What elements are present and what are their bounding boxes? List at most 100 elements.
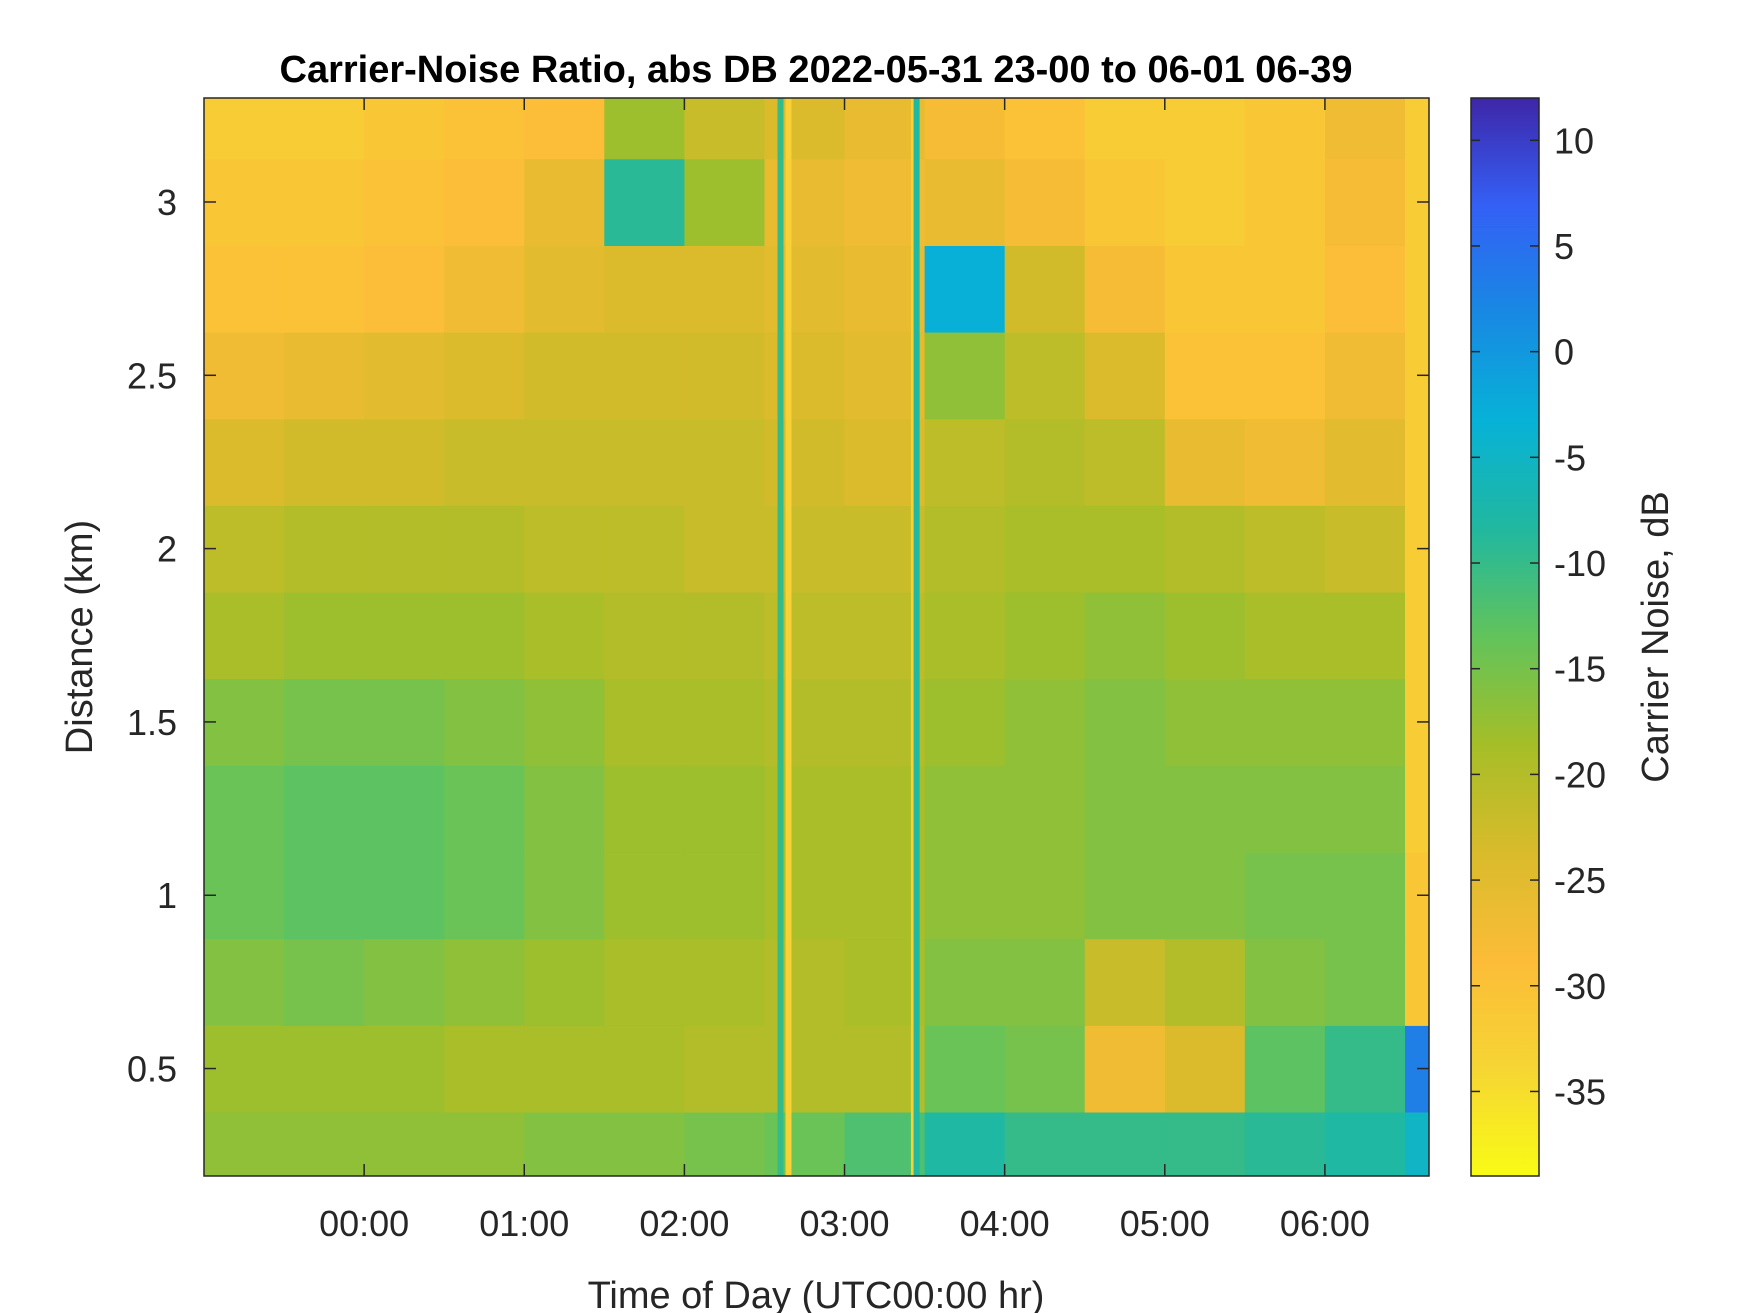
heatmap-cell <box>1084 765 1166 853</box>
heatmap-cell <box>524 158 605 246</box>
heatmap-cell <box>924 245 1006 333</box>
heatmap-cell <box>1084 332 1166 420</box>
heatmap-cell <box>1004 505 1086 593</box>
heatmap-cell <box>684 765 766 853</box>
heatmap-cell <box>764 332 846 420</box>
heatmap-cell <box>1164 1025 1246 1113</box>
heatmap-cell <box>1324 851 1406 940</box>
heatmap-cell <box>524 332 605 420</box>
heatmap-cell <box>684 678 766 766</box>
colorbar-tick-label: -35 <box>1554 1071 1606 1112</box>
heatmap-cell <box>284 245 365 333</box>
heatmap-cell <box>524 938 605 1026</box>
heatmap-cell <box>604 332 685 420</box>
heatmap-cell <box>364 938 445 1026</box>
heatmap-cell <box>684 332 766 420</box>
vertical-stripe <box>785 98 792 1176</box>
heatmap-cell <box>924 332 1006 420</box>
heatmap-cell <box>1004 98 1086 160</box>
x-tick-label: 03:00 <box>799 1203 889 1244</box>
heatmap-cell <box>524 418 605 506</box>
heatmap-cell <box>1004 418 1086 506</box>
heatmap-cell <box>364 418 445 506</box>
heatmap-cell <box>1324 1025 1406 1113</box>
y-tick-label: 3 <box>157 182 177 223</box>
colorbar-tick-label: 0 <box>1554 332 1574 373</box>
colorbar-axis: 10 5 0 -5 -10 -15 -20 -25 -30 -35 <box>1471 120 1606 1112</box>
heatmap-cell <box>1004 1111 1086 1176</box>
heatmap-cell <box>604 505 685 593</box>
heatmap-cell <box>1324 678 1406 766</box>
heatmap-cell <box>364 158 445 246</box>
heatmap-cell <box>1164 851 1246 940</box>
heatmap-cell <box>1324 245 1406 333</box>
heatmap-cell <box>204 418 285 506</box>
heatmap-image <box>204 98 1429 1176</box>
heatmap-cell <box>524 1025 605 1113</box>
y-tick-label: 2 <box>157 529 177 570</box>
heatmap-cell <box>364 1025 445 1113</box>
heatmap-cell <box>684 938 766 1026</box>
heatmap-cell <box>524 678 605 766</box>
heatmap-cell <box>764 591 846 680</box>
y-tick-label: 0.5 <box>127 1049 177 1090</box>
heatmap-cell <box>684 245 766 333</box>
heatmap-cell <box>524 1111 605 1176</box>
heatmap-cell <box>1244 98 1326 160</box>
heatmap-cell <box>284 505 365 593</box>
heatmap-cell <box>1004 332 1086 420</box>
heatmap-cell <box>1405 765 1429 853</box>
heatmap-cell <box>524 505 605 593</box>
heatmap-cell <box>1244 1025 1326 1113</box>
heatmap-cell <box>764 418 846 506</box>
heatmap-cell <box>764 765 846 853</box>
heatmap-cell <box>684 418 766 506</box>
heatmap-cell <box>764 245 846 333</box>
heatmap-cell <box>1084 1025 1166 1113</box>
heatmap-cell <box>1084 505 1166 593</box>
heatmap-cell <box>1084 245 1166 333</box>
heatmap-cell <box>444 678 525 766</box>
vertical-stripes <box>777 98 920 1176</box>
heatmap-cell <box>284 765 365 853</box>
heatmap-cell <box>604 1111 685 1176</box>
heatmap-cell <box>924 851 1006 940</box>
heatmap-cell <box>1164 158 1246 246</box>
y-axis-label: Distance (km) <box>59 520 101 754</box>
heatmap-cell <box>604 678 685 766</box>
heatmap-cell <box>1164 938 1246 1026</box>
heatmap-cell <box>284 678 365 766</box>
heatmap-cell <box>444 98 525 160</box>
heatmap-cell <box>604 938 685 1026</box>
x-tick-label: 00:00 <box>319 1203 409 1244</box>
colorbar-tick-label: 10 <box>1554 120 1594 161</box>
colorbar-tick-label: -20 <box>1554 754 1606 795</box>
heatmap-cell <box>924 418 1006 506</box>
heatmap-cell <box>1004 1025 1086 1113</box>
heatmap-cell <box>604 418 685 506</box>
heatmap-cell <box>924 505 1006 593</box>
heatmap-cell <box>204 765 285 853</box>
heatmap-cell <box>1324 158 1406 246</box>
x-axis-label: Time of Day (UTC00:00 hr) <box>588 1275 1045 1313</box>
heatmap-cell <box>444 1111 525 1176</box>
heatmap-cell <box>1084 678 1166 766</box>
heatmap-cell <box>1405 591 1429 680</box>
heatmap-cell <box>444 418 525 506</box>
heatmap-cell <box>1405 938 1429 1026</box>
heatmap-cell <box>204 1111 285 1176</box>
heatmap-cell <box>1164 332 1246 420</box>
plot-frame <box>203 97 1430 1177</box>
heatmap-cell <box>1244 158 1326 246</box>
heatmap-cell <box>924 1111 1006 1176</box>
heatmap-cell <box>444 1025 525 1113</box>
colorbar-tick-label: -15 <box>1554 649 1606 690</box>
heatmap-cell <box>1324 938 1406 1026</box>
heatmap-cell <box>1405 98 1429 160</box>
heatmap-cell <box>444 851 525 940</box>
heatmap-cell <box>1084 851 1166 940</box>
colorbar-tick-label: -5 <box>1554 437 1586 478</box>
heatmap-cell <box>604 591 685 680</box>
heatmap-cell <box>1164 678 1246 766</box>
